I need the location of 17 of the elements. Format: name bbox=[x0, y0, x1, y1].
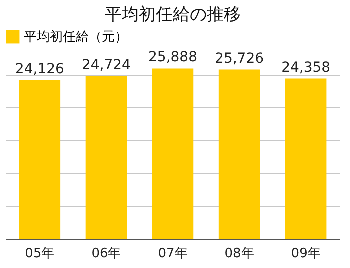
data-label: 24,724 bbox=[82, 57, 132, 74]
bar bbox=[218, 70, 260, 239]
data-label: 25,888 bbox=[148, 50, 198, 66]
x-tick-label: 07年 bbox=[158, 246, 188, 262]
bar bbox=[285, 78, 327, 239]
bar bbox=[86, 76, 128, 239]
data-label: 25,726 bbox=[215, 50, 264, 67]
x-tick-label: 09年 bbox=[291, 246, 321, 262]
x-tick-label: 06年 bbox=[92, 246, 122, 262]
x-tick-label: 05年 bbox=[25, 246, 55, 262]
bar bbox=[152, 68, 194, 239]
chart-title: 平均初任給の推移 bbox=[105, 5, 241, 25]
legend-label: 平均初任給（元） bbox=[24, 30, 128, 45]
data-label: 24,126 bbox=[15, 61, 65, 78]
data-label: 24,358 bbox=[282, 60, 331, 76]
x-tick-label: 08年 bbox=[224, 246, 254, 262]
bar bbox=[19, 80, 61, 239]
